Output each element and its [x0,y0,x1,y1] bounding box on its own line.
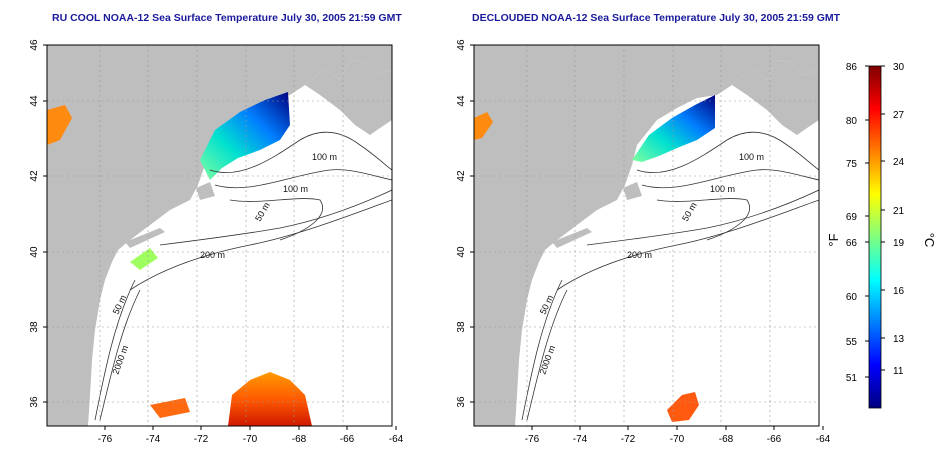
x-tick-label: -68 [292,434,307,445]
right-panel-title: DECLOUDED NOAA-12 Sea Surface Temperatur… [472,12,841,24]
celsius-tick-label: 16 [893,286,905,297]
contour-label: 100 m [739,152,764,162]
x-tick-label: -74 [146,434,161,445]
fahrenheit-tick-label: 80 [846,116,858,127]
x-tick-label: -70 [670,434,685,445]
coastal-green-patch [130,248,158,270]
nova-scotia-land [732,60,819,135]
celsius-tick-label: 11 [893,366,904,377]
y-tick-label: 36 [456,396,467,408]
y-tick-label: 42 [456,170,467,182]
y-tick-label: 46 [29,39,40,51]
fahrenheit-tick-label: 69 [846,212,858,223]
warm-eddy-sst [228,372,312,426]
x-tick-label: -74 [573,434,588,445]
warm-eddy-sst [667,392,699,422]
cape-cod [196,182,215,200]
bathymetry-contours [94,131,392,421]
contour-label: 100 m [312,152,337,162]
graticule [474,45,819,426]
gulf-of-maine-sst [632,95,715,162]
celsius-tick-label: 13 [893,334,905,345]
y-tick-label: 44 [29,95,40,107]
right-map-frame [473,44,820,427]
y-tick-label: 38 [456,321,467,333]
graticule [47,45,392,426]
x-tick-label: -64 [816,434,831,445]
y-tick-label: 38 [29,321,40,333]
x-tick-label: -66 [767,434,782,445]
land-mass [47,45,392,426]
y-tick-label: 40 [29,246,40,258]
west-warm-patch [47,105,72,145]
y-tick-label: 40 [456,246,467,258]
bathymetry-contours [521,131,819,421]
x-tick-label: -76 [525,434,540,445]
y-tick-label: 36 [29,396,40,408]
contour-label: 100 m [710,184,735,194]
x-tick-label: -68 [719,434,734,445]
long-island [552,228,592,248]
celsius-tick-label: 27 [893,110,905,121]
y-tick-label: 44 [456,95,467,107]
x-tick-label: -76 [98,434,113,445]
cape-cod [623,182,642,200]
celsius-tick-label: 30 [893,62,905,73]
left-panel-title: RU COOL NOAA-12 Sea Surface Temperature … [52,12,402,24]
fahrenheit-unit-label: °F [826,233,841,246]
celsius-tick-label: 21 [893,206,905,217]
fahrenheit-tick-label: 60 [846,292,858,303]
y-tick-label: 42 [29,170,40,182]
left-map-frame [46,44,393,427]
celsius-tick-label: 19 [893,238,905,249]
warm-patch-small [150,398,190,418]
land-mass [474,45,819,426]
x-tick-label: -66 [340,434,355,445]
x-tick-label: -64 [389,434,404,445]
fahrenheit-tick-label: 75 [846,159,858,170]
x-tick-label: -72 [621,434,636,445]
gulf-of-maine-sst [200,92,290,180]
contour-label: 100 m [283,184,308,194]
contour-label: 200 m [200,250,225,260]
x-tick-label: -72 [194,434,209,445]
celsius-unit-label: °C [922,233,937,248]
fahrenheit-tick-label: 51 [846,373,858,384]
fahrenheit-tick-label: 86 [846,62,858,73]
contour-label: 200 m [627,250,652,260]
celsius-tick-label: 24 [893,157,905,168]
fahrenheit-tick-label: 55 [846,337,858,348]
colorbar-ramp [868,65,882,409]
y-tick-label: 46 [456,39,467,51]
long-island [125,228,165,248]
nova-scotia-land [305,60,392,135]
fahrenheit-tick-label: 66 [846,238,858,249]
x-tick-label: -70 [243,434,258,445]
west-warm-patch [474,112,493,140]
